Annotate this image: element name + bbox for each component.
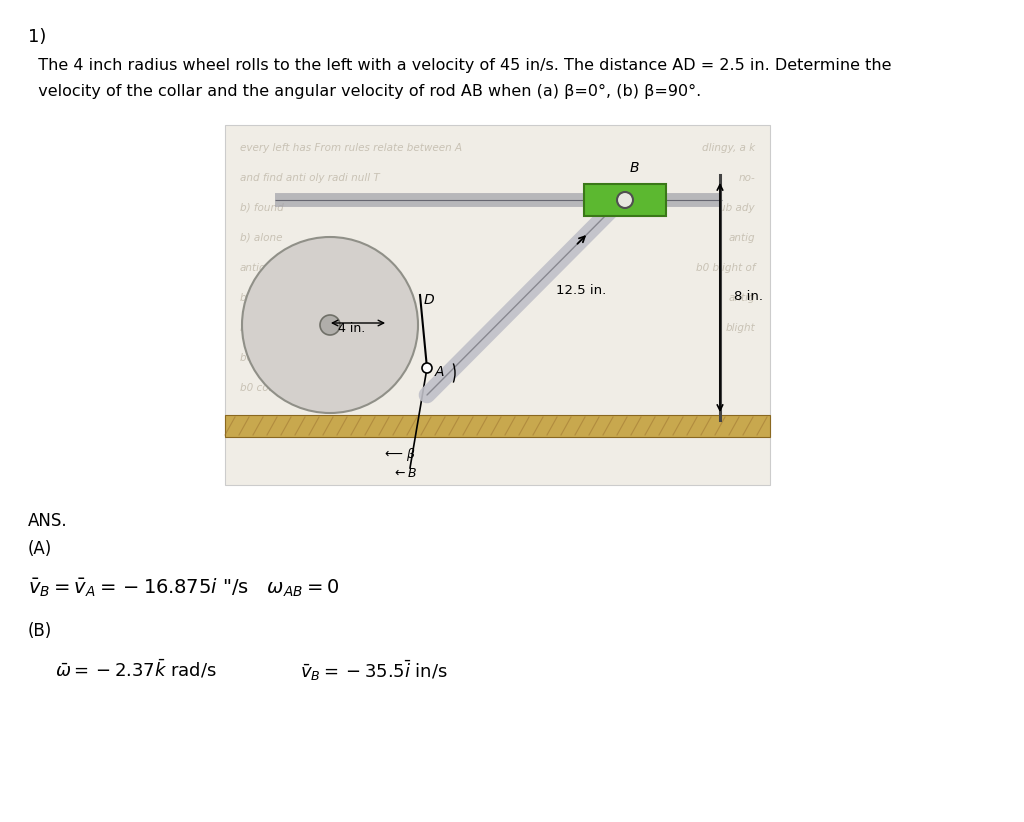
Text: 12.5 in.: 12.5 in. <box>556 284 606 297</box>
Text: antig: antig <box>728 293 755 303</box>
Text: 1): 1) <box>28 28 46 46</box>
Text: b0 solute: b0 solute <box>240 353 288 363</box>
Text: 4 in.: 4 in. <box>338 322 366 335</box>
Text: b) found: b) found <box>240 203 284 213</box>
Text: b0 blight of: b0 blight of <box>695 263 755 273</box>
Text: $\bar{v}_B = -35.5\bar{i}$ in/s: $\bar{v}_B = -35.5\bar{i}$ in/s <box>300 658 447 682</box>
Text: blight: blight <box>725 323 755 333</box>
Text: (B): (B) <box>28 622 52 640</box>
Bar <box>225 125 770 485</box>
Text: b) alone: b) alone <box>240 233 283 243</box>
Text: $\leftarrow B$: $\leftarrow B$ <box>392 467 417 479</box>
Text: antig: antig <box>240 263 266 273</box>
Text: The 4 inch radius wheel rolls to the left with a velocity of 45 in/s. The distan: The 4 inch radius wheel rolls to the lef… <box>28 58 892 73</box>
Text: 8 in.: 8 in. <box>734 290 763 303</box>
Text: $\longleftarrow\,\beta$: $\longleftarrow\,\beta$ <box>382 446 417 463</box>
Text: velocity of the collar and the angular velocity of rod AB when (a) β=0°, (b) β=9: velocity of the collar and the angular v… <box>28 84 701 99</box>
FancyBboxPatch shape <box>584 184 666 216</box>
Text: b0 collect: b0 collect <box>240 383 291 393</box>
Text: $\bar{\omega} = -2.37\bar{k}$ rad/s: $\bar{\omega} = -2.37\bar{k}$ rad/s <box>55 658 217 681</box>
Text: b) write some: b) write some <box>240 323 311 333</box>
Text: ub ady: ub ady <box>720 203 755 213</box>
Circle shape <box>617 192 633 208</box>
Circle shape <box>422 363 432 373</box>
Text: every left has From rules relate between A: every left has From rules relate between… <box>240 143 462 153</box>
Text: (A): (A) <box>28 540 52 558</box>
Bar <box>225 415 770 437</box>
Text: B: B <box>630 161 640 175</box>
Text: no-: no- <box>738 173 755 183</box>
Text: D: D <box>424 293 434 307</box>
Circle shape <box>319 315 340 335</box>
Text: blight: blight <box>240 293 269 303</box>
Circle shape <box>242 237 418 413</box>
Text: dlingy, a k: dlingy, a k <box>701 143 755 153</box>
Text: ANS.: ANS. <box>28 512 68 530</box>
Text: antig: antig <box>728 233 755 243</box>
Text: $\bar{v}_B = \bar{v}_A =-16.875i$ "/s   $\omega_{AB} = 0$: $\bar{v}_B = \bar{v}_A =-16.875i$ "/s $\… <box>28 577 339 599</box>
Text: A: A <box>435 365 444 379</box>
Text: and find anti oly radi null T: and find anti oly radi null T <box>240 173 380 183</box>
